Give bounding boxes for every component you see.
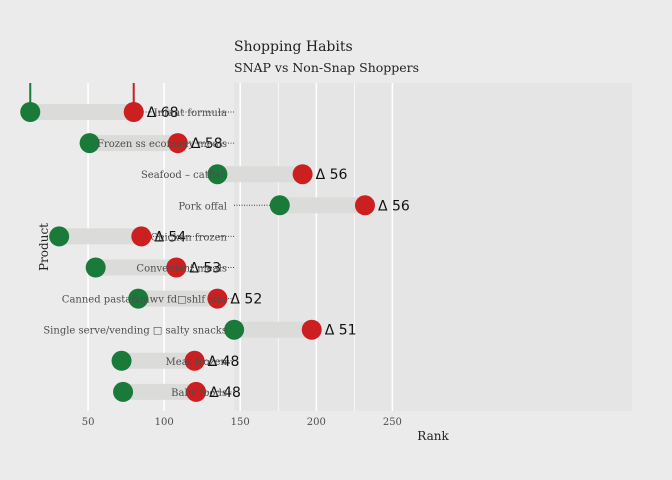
series-a-point: [269, 195, 290, 216]
series-b-point: [292, 164, 313, 185]
series-b-point: [186, 381, 207, 402]
y-tick-label: Seafood – catfish: [141, 170, 228, 181]
series-b-point: [166, 257, 187, 278]
delta-label: Δ 53: [189, 261, 221, 277]
delta-label: Δ 54: [154, 229, 186, 245]
y-tick-label: Meat frozen: [166, 357, 228, 368]
y-tick-label: Single serve/vending □ salty snacks: [43, 326, 227, 337]
y-tick-label: Frozen ss economy meals: [97, 139, 227, 150]
delta-label: Δ 58: [191, 136, 223, 152]
series-a-point: [128, 288, 149, 309]
delta-label: Δ 68: [147, 105, 179, 121]
series-a-point: [113, 381, 134, 402]
plot-panel: [234, 83, 632, 411]
series-b-point: [167, 133, 188, 154]
delta-label: Δ 52: [230, 292, 262, 308]
y-tick-label: Canned pasta&mwv fd□shlf stbl: [62, 295, 227, 306]
y-tick-label: Infant formula: [154, 108, 227, 119]
y-tick-label: Convenient meals: [136, 264, 227, 275]
series-a-point: [79, 133, 100, 154]
y-tick-label: Chicken frozen: [150, 232, 227, 243]
marks: Δ 68 Δ 58 Δ 56 Δ 56 Δ 54Δ 53 Δ 52 Δ 51 Δ 48 Δ 48: [20, 83, 410, 402]
y-tick-label: Pork offal: [178, 201, 227, 212]
series-a-point: [207, 164, 228, 185]
y-axis: Infant formula Frozen ss economy meals Sea…: [43, 108, 227, 399]
series-a-point: [20, 102, 41, 122]
y-axis-label: Product: [37, 223, 51, 271]
series-a-point: [85, 257, 106, 278]
y-tick-label: Baby foods: [171, 388, 227, 399]
series-a-point: [224, 319, 245, 340]
series-b-point: [207, 288, 228, 309]
series-b-point: [184, 350, 205, 371]
x-tick-label: 150: [231, 417, 250, 428]
chart-title: Shopping Habits: [234, 39, 353, 55]
delta-label: Δ 48: [208, 354, 240, 370]
x-tick-label: 250: [383, 417, 402, 428]
series-b-point: [301, 319, 322, 340]
series-a-point: [49, 226, 70, 247]
chart-subtitle: SNAP vs Non-Snap Shoppers: [234, 60, 419, 75]
delta-label: Δ 48: [209, 385, 241, 401]
x-axis-label: Rank: [417, 429, 449, 443]
x-tick-label: 50: [82, 417, 95, 428]
delta-label: Δ 56: [316, 167, 348, 183]
series-b-point: [354, 195, 375, 216]
delta-label: Δ 56: [378, 198, 410, 214]
x-tick-label: 200: [307, 417, 326, 428]
x-tick-label: 100: [155, 417, 174, 428]
delta-label: Δ 51: [325, 323, 357, 339]
series-a-point: [111, 350, 132, 371]
series-b-point: [131, 226, 152, 247]
series-b-point: [123, 102, 144, 122]
x-axis: 50 100 150 200 250: [82, 417, 402, 428]
